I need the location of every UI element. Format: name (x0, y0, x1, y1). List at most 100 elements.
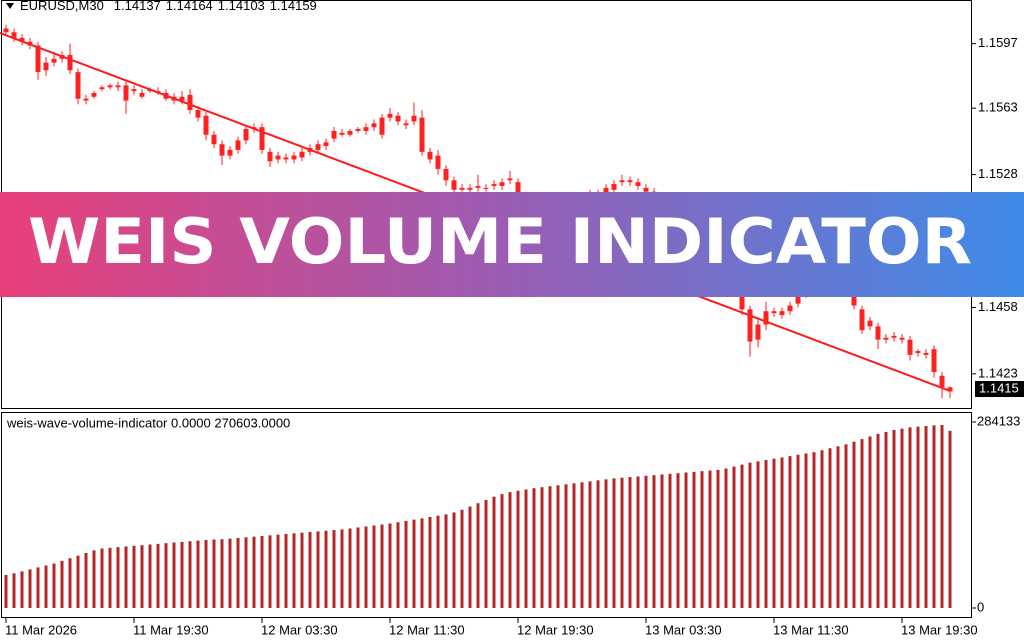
volume-bar (412, 519, 416, 608)
candle-body (275, 155, 281, 160)
volume-bar (76, 555, 80, 608)
volume-bar (308, 532, 312, 608)
volume-bar (316, 531, 320, 608)
candle-body (915, 351, 921, 353)
volume-bar (484, 499, 488, 608)
plot-layer: 1.15971.15631.15281.14931.14581.14231.14… (0, 24, 1024, 637)
volume-bar (756, 461, 760, 608)
volume-bar (196, 540, 200, 608)
volume-bar (684, 472, 688, 608)
volume-bar (164, 543, 168, 608)
volume-bar (68, 558, 72, 608)
volume-bar (20, 571, 24, 608)
price-tag (975, 381, 1024, 398)
x-tick-label: 13 Mar 19:30 (901, 622, 978, 637)
volume-bar (252, 536, 256, 608)
candle-body (875, 326, 881, 340)
volume-bar (748, 462, 752, 608)
chart-header: EURUSD,M30 1.14137 1.14164 1.14103 1.14159 (20, 0, 317, 13)
candle-body (387, 113, 393, 118)
volume-bar (884, 431, 888, 608)
candle-body (323, 142, 329, 147)
volume-bar (908, 427, 912, 608)
candle-body (227, 149, 233, 156)
volume-bar (652, 475, 656, 608)
candle-body (171, 96, 177, 101)
candle-body (59, 55, 65, 59)
volume-bar (148, 544, 152, 608)
volume-bar (324, 530, 328, 608)
candle-body (427, 151, 433, 160)
volume-bar (828, 448, 832, 608)
volume-bar (436, 515, 440, 608)
volume-bar (612, 478, 616, 608)
candle-body (243, 129, 249, 141)
volume-bar (900, 428, 904, 608)
candle-body (443, 168, 449, 181)
header-open: 1.14137 (114, 0, 161, 13)
candle-body (755, 324, 761, 340)
candle-body (619, 180, 625, 183)
volume-bar (732, 466, 736, 608)
candle-body (139, 92, 145, 97)
candle-body (259, 127, 265, 150)
volume-bar (444, 514, 448, 608)
volume-bar (276, 534, 280, 608)
volume-bar (428, 517, 432, 608)
volume-bar (740, 464, 744, 608)
volume-bar (188, 541, 192, 608)
candle-body (43, 62, 49, 71)
volume-bar (452, 512, 456, 608)
volume-bar (932, 425, 936, 608)
candle-body (163, 92, 169, 99)
volume-bar (108, 547, 112, 608)
candle-body (459, 187, 465, 190)
candle-body (3, 28, 9, 33)
candle-body (299, 151, 305, 158)
volume-bar (156, 543, 160, 608)
volume-bar (12, 573, 16, 608)
candle-body (267, 151, 273, 162)
candle-body (283, 157, 289, 160)
volume-bar (204, 539, 208, 608)
candle-body (187, 94, 193, 111)
volume-bar (116, 547, 120, 608)
candle-body (291, 155, 297, 160)
candle-body (379, 117, 385, 135)
banner: WEIS VOLUME INDICATOR (0, 192, 1024, 297)
volume-bar (284, 534, 288, 608)
candle-body (123, 85, 129, 101)
volume-bar (100, 548, 104, 608)
x-tick-label: 11 Mar 2026 (5, 622, 77, 637)
volume-bar (420, 518, 424, 608)
volume-bar (468, 506, 472, 608)
candle-body (435, 155, 441, 169)
volume-bar (572, 483, 576, 608)
candle-body (635, 182, 641, 186)
volume-bar (300, 532, 304, 608)
candle-body (419, 117, 425, 152)
volume-bar (604, 479, 608, 608)
candle-body (339, 132, 345, 135)
candle-body (499, 182, 505, 186)
volume-bar (644, 475, 648, 608)
volume-bar (356, 527, 360, 608)
volume-bar (180, 541, 184, 608)
volume-bar (212, 539, 216, 608)
volume-bar (260, 535, 264, 608)
collapse-icon (6, 3, 14, 9)
volume-bar (124, 546, 128, 608)
volume-bar (708, 470, 712, 608)
volume-bar (28, 569, 32, 608)
volume-bar (892, 429, 896, 608)
volume-bar (716, 469, 720, 608)
x-tick-label: 12 Mar 11:30 (389, 622, 465, 637)
header-close: 1.14159 (270, 0, 317, 13)
volume-bar (172, 542, 176, 608)
volume-bar (724, 468, 728, 608)
candle-body (515, 182, 521, 196)
candle-body (19, 37, 25, 42)
volume-bar (508, 492, 512, 608)
